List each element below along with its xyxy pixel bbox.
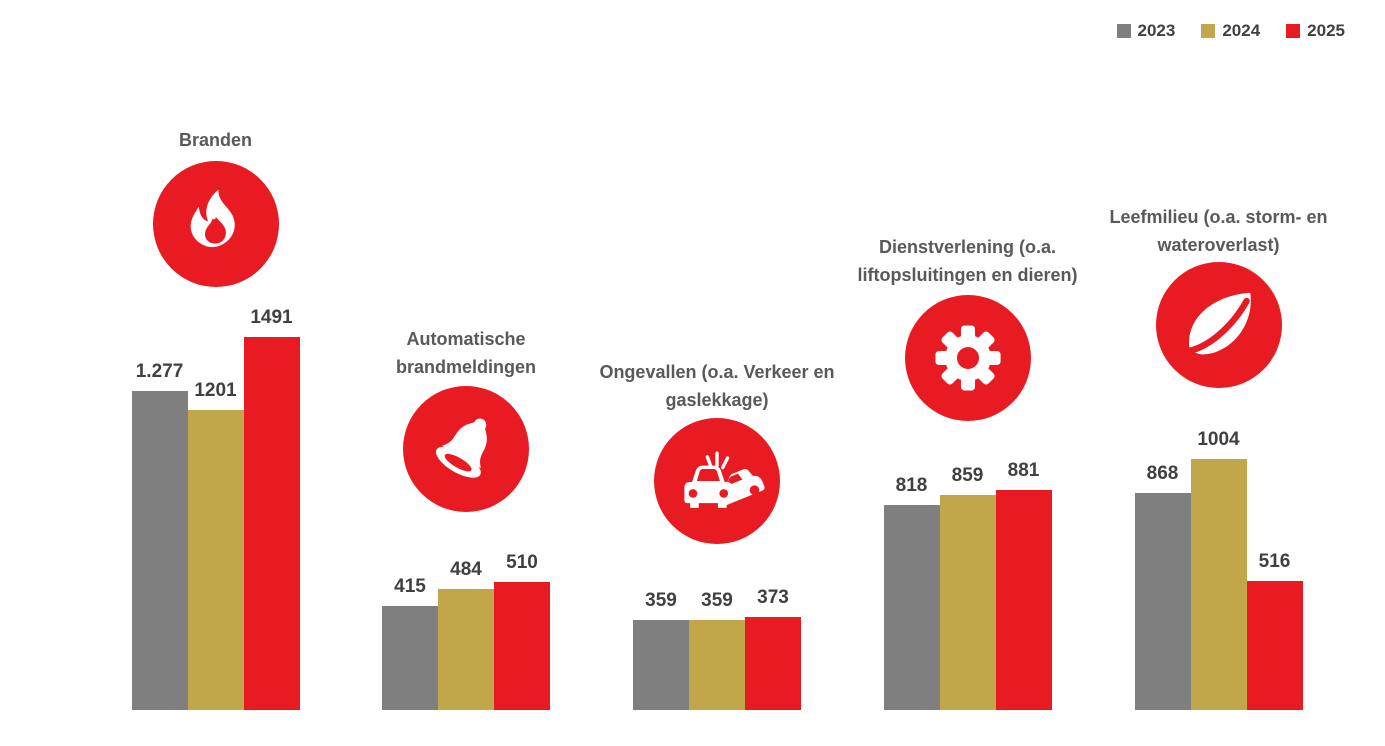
category-title-line: Automatische <box>406 329 526 349</box>
legend-item-2024: 2024 <box>1201 21 1260 41</box>
legend-swatch-2025 <box>1286 24 1301 38</box>
bar-2023-ongevallen <box>633 620 689 710</box>
category-title-line: liftopsluitingen en dieren) <box>857 265 1078 285</box>
category-title-line: Leefmilieu (o.a. storm- en <box>1109 207 1328 227</box>
bar-2023-branden <box>131 391 188 710</box>
category-title-line: Ongevallen (o.a. Verkeer en <box>599 362 835 382</box>
legend: 2023 2024 2025 <box>1116 21 1345 41</box>
category-title-automatische-brandmeldingen: Automatische brandmeldingen <box>306 325 626 381</box>
bar-2023-dienstverlening <box>883 505 940 710</box>
bar-value-2025-ongevallen: 373 <box>757 587 789 608</box>
legend-label-2024: 2024 <box>1222 21 1261 40</box>
bell-icon <box>403 386 529 512</box>
flame-icon <box>152 161 279 287</box>
bar-2025-automatische-brandmeldingen <box>494 582 550 710</box>
bar-value-2024-branden: 1201 <box>194 380 237 401</box>
legend-swatch-2024 <box>1201 24 1216 38</box>
category-title-line: Branden <box>178 130 252 150</box>
bar-2024-dienstverlening <box>939 495 996 710</box>
legend-swatch-2023 <box>1116 24 1131 38</box>
bar-2025-ongevallen <box>745 617 801 710</box>
category-title-line: Dienstverlening (o.a. <box>878 237 1057 257</box>
bar-value-2025-leefmilieu: 516 <box>1258 551 1291 572</box>
car-crash-icon <box>654 418 780 544</box>
category-title-leefmilieu: Leefmilieu (o.a. storm- en wateroverlast) <box>1059 203 1379 259</box>
bar-value-2024-leefmilieu: 1004 <box>1197 429 1240 450</box>
category-title-ongevallen: Ongevallen (o.a. Verkeer en gaslekkage) <box>557 358 877 414</box>
bar-value-2023-branden: 1.277 <box>135 361 184 382</box>
leaf-icon <box>1155 262 1282 388</box>
category-title-branden: Branden <box>56 126 376 154</box>
legend-label-2023: 2023 <box>1137 21 1176 40</box>
bar-value-2024-automatische-brandmeldingen: 484 <box>450 559 482 580</box>
category-title-dienstverlening: Dienstverlening (o.a. liftopsluitingen en… <box>808 233 1128 289</box>
bar-value-2023-ongevallen: 359 <box>645 590 677 611</box>
category-title-line: wateroverlast) <box>1157 235 1280 255</box>
category-title-line: brandmeldingen <box>395 357 536 377</box>
bar-2025-leefmilieu <box>1246 581 1303 710</box>
bar-2023-leefmilieu <box>1134 493 1191 710</box>
bar-value-2023-automatische-brandmeldingen: 415 <box>394 576 426 597</box>
bar-2025-branden <box>243 337 300 710</box>
bar-2024-branden <box>187 410 244 710</box>
bar-2024-automatische-brandmeldingen <box>438 589 494 710</box>
legend-item-2025: 2025 <box>1286 21 1345 41</box>
bar-value-2025-dienstverlening: 881 <box>1007 460 1040 481</box>
bar-value-2023-leefmilieu: 868 <box>1146 463 1179 484</box>
bar-value-2024-ongevallen: 359 <box>701 590 733 611</box>
legend-label-2025: 2025 <box>1307 21 1345 40</box>
gear-icon <box>904 295 1031 421</box>
bar-value-2025-branden: 1491 <box>250 307 293 328</box>
legend-item-2023: 2023 <box>1116 21 1176 41</box>
bar-2024-leefmilieu <box>1190 459 1247 710</box>
bar-2025-dienstverlening <box>995 490 1052 710</box>
category-title-line: gaslekkage) <box>665 390 769 410</box>
bar-2024-ongevallen <box>689 620 745 710</box>
bar-value-2023-dienstverlening: 818 <box>895 475 928 496</box>
bar-value-2024-dienstverlening: 859 <box>951 465 984 486</box>
bar-2023-automatische-brandmeldingen <box>382 606 438 710</box>
bar-value-2025-automatische-brandmeldingen: 510 <box>506 552 538 573</box>
